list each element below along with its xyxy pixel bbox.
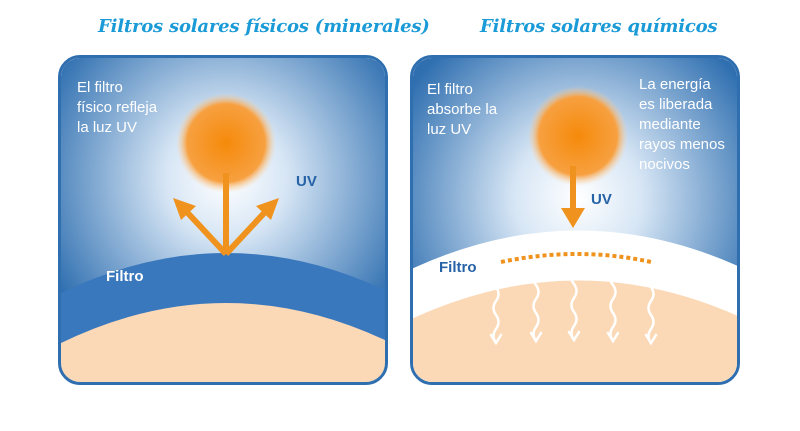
energy-release-description: La energía es liberada mediante rayos me… xyxy=(639,75,725,175)
chemical-filter-panel: El filtro absorbe la luz UV La energía e… xyxy=(410,55,740,385)
chemical-filter-illustration xyxy=(413,58,737,382)
chemical-filters-title: Filtros solares químicos xyxy=(480,16,718,37)
physical-filter-panel: El filtro físico refleja la luz UV UV Fi… xyxy=(58,55,388,385)
arrow-down-icon xyxy=(561,166,585,228)
description-line: absorbe la xyxy=(427,101,498,118)
filter-label: Filtro xyxy=(439,259,477,276)
wavy-up-arrows-icon xyxy=(489,270,658,346)
energy-line: rayos menos xyxy=(639,136,725,153)
description-line: El filtro xyxy=(77,79,123,96)
physical-filters-title: Filtros solares físicos (minerales) xyxy=(98,16,430,37)
uv-label: UV xyxy=(591,191,612,208)
description-line: luz UV xyxy=(427,121,472,138)
filter-label: Filtro xyxy=(106,268,144,285)
description-line: físico refleja xyxy=(77,99,158,116)
skin-layer xyxy=(61,303,385,382)
chemical-filter-description: El filtro absorbe la luz UV xyxy=(427,80,497,140)
reflection-arrows-icon xyxy=(182,173,270,257)
uv-label: UV xyxy=(296,173,317,190)
energy-line: nocivos xyxy=(639,156,690,173)
physical-filter-illustration xyxy=(61,58,385,382)
absorbing-filter-dashes xyxy=(500,252,652,264)
physical-filter-description: El filtro físico refleja la luz UV xyxy=(77,78,157,138)
energy-line: es liberada xyxy=(639,96,713,113)
description-line: la luz UV xyxy=(77,119,138,136)
energy-line: La energía xyxy=(639,76,711,93)
sun-icon xyxy=(528,86,628,186)
description-line: El filtro xyxy=(427,81,473,98)
sun-icon xyxy=(174,91,278,195)
energy-line: mediante xyxy=(639,116,701,133)
